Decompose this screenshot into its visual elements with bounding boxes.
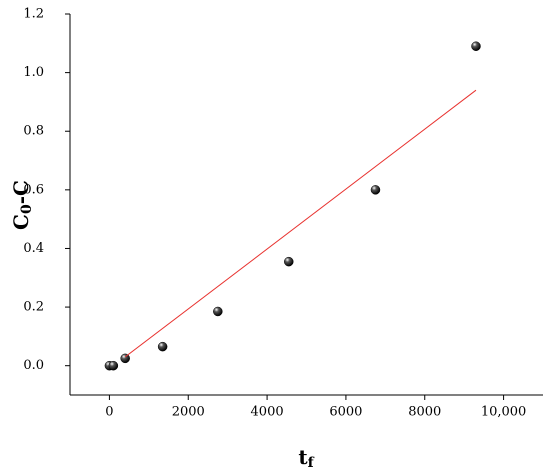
y-title-rest: -C xyxy=(9,180,33,204)
x-title-sub: f xyxy=(308,455,315,471)
x-tick-label: 10,000 xyxy=(481,405,527,420)
data-point xyxy=(108,360,119,371)
x-tick-label: 6000 xyxy=(329,405,362,420)
data-point xyxy=(157,341,168,352)
y-tick-label: 0.8 xyxy=(23,124,44,139)
x-tick-label: 0 xyxy=(105,405,113,420)
x-tick-label: 4000 xyxy=(251,405,284,420)
y-axis-title: C0-C xyxy=(9,180,36,230)
x-tick-label: 8000 xyxy=(408,405,441,420)
data-point xyxy=(370,185,381,195)
data-point xyxy=(471,41,481,51)
data-point xyxy=(284,256,294,267)
y-tick-label: 1.2 xyxy=(23,7,44,22)
y-tick-label: 0.6 xyxy=(23,182,44,197)
y-tick-label: 0.2 xyxy=(23,300,44,315)
y-title-main: C xyxy=(9,214,33,230)
data-point xyxy=(120,353,130,364)
y-tick-label: 0.0 xyxy=(23,358,44,373)
y-tick-label: 1.0 xyxy=(23,65,44,80)
y-tick-label: 0.4 xyxy=(23,241,44,256)
fit-line xyxy=(124,89,477,358)
x-title-main: t xyxy=(298,445,308,469)
y-title-sub: 0 xyxy=(19,204,35,214)
x-axis-title: tf xyxy=(298,445,314,472)
data-point xyxy=(213,306,223,317)
x-tick-label: 2000 xyxy=(172,405,205,420)
